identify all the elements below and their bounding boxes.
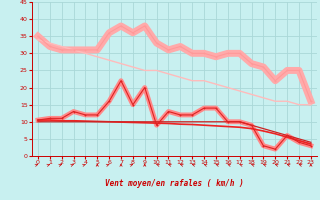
X-axis label: Vent moyen/en rafales ( km/h ): Vent moyen/en rafales ( km/h ) [105, 179, 244, 188]
